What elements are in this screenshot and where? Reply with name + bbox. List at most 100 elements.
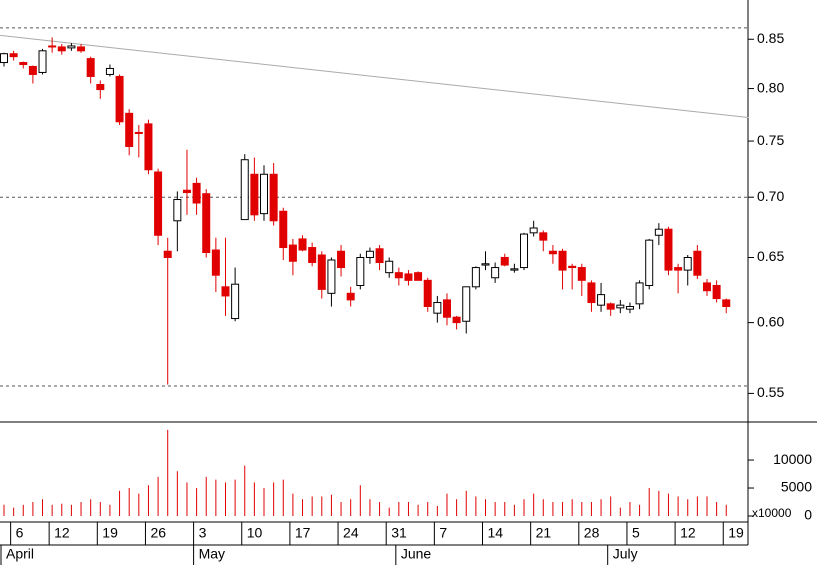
candle-body: [683, 256, 692, 271]
candle-body: [182, 189, 191, 194]
month-label: April: [6, 546, 34, 562]
candle-body: [712, 285, 721, 300]
candle-body: [96, 84, 105, 91]
month-label: June: [401, 546, 432, 562]
candle-body: [269, 173, 278, 222]
x-tick-label: 7: [439, 525, 447, 541]
candle-body: [500, 256, 509, 266]
y-tick-label: 0.55: [757, 384, 784, 400]
x-tick-label: 10: [247, 525, 263, 541]
candle-body: [606, 303, 615, 310]
volume-tick-label: 5000: [781, 479, 812, 495]
candle-body: [38, 50, 47, 73]
y-tick-label: 0.80: [757, 79, 784, 95]
candle-body: [260, 173, 269, 215]
candle-body: [529, 227, 538, 234]
volume-tick-label: 0: [804, 507, 812, 523]
candle-body: [202, 193, 211, 253]
candle-body: [0, 53, 8, 64]
y-tick-label: 0.60: [757, 313, 784, 329]
candle-body: [404, 273, 413, 281]
month-label: May: [199, 546, 225, 562]
candle-body: [337, 250, 346, 269]
candle-body: [115, 75, 124, 123]
candle-body: [654, 228, 663, 236]
candle-body: [154, 171, 163, 236]
candle-body: [28, 65, 37, 75]
candle-body: [57, 46, 66, 52]
x-tick-label: 3: [199, 525, 207, 541]
candle-body: [597, 294, 606, 306]
candle-body: [577, 267, 586, 281]
x-tick-label: 12: [680, 525, 696, 541]
candle-body: [481, 263, 490, 266]
candle-body: [394, 272, 403, 279]
candle-body: [548, 250, 557, 255]
x-tick-label: 17: [295, 525, 311, 541]
y-tick-label: 0.75: [757, 132, 784, 148]
candle-body: [144, 123, 153, 171]
candle-body: [722, 299, 731, 307]
candle-body: [163, 250, 172, 258]
candle-body: [67, 45, 76, 49]
candle-body: [365, 250, 374, 258]
candle-body: [616, 304, 625, 309]
candle-body: [105, 67, 114, 75]
x-tick-label: 5: [632, 525, 640, 541]
candle-body: [433, 302, 442, 314]
candle-body: [635, 282, 644, 305]
volume-unit: x10000: [752, 506, 792, 520]
candle-body: [298, 238, 307, 251]
month-label: July: [613, 546, 638, 562]
candle-body: [231, 283, 240, 320]
y-tick-label: 0.70: [757, 188, 784, 204]
candle-body: [211, 249, 220, 276]
x-tick-label: 21: [536, 525, 552, 541]
candle-body: [9, 53, 18, 58]
candle-body: [510, 268, 519, 271]
candle-body: [491, 267, 500, 279]
candle-body: [702, 282, 711, 292]
x-tick-label: 14: [488, 525, 504, 541]
candle-body: [134, 131, 143, 135]
y-tick-label: 0.65: [757, 248, 784, 264]
candle-body: [568, 265, 577, 269]
x-tick-label: 19: [728, 525, 744, 541]
x-tick-label: 24: [343, 525, 359, 541]
candle-body: [346, 292, 355, 301]
candle-body: [462, 286, 471, 322]
x-tick-label: 28: [584, 525, 600, 541]
candle-body: [250, 173, 259, 216]
candle-body: [356, 256, 365, 287]
candle-body: [558, 250, 567, 271]
candle-body: [86, 58, 95, 77]
candle-body: [385, 260, 394, 274]
candle-body: [317, 254, 326, 290]
candle-body: [520, 233, 529, 269]
candle-body: [173, 199, 182, 222]
candle-body: [77, 46, 86, 52]
candle-body: [240, 159, 249, 221]
candle-body: [442, 299, 451, 318]
x-tick-label: 19: [102, 525, 118, 541]
candle-body: [19, 62, 28, 66]
candle-body: [288, 244, 297, 262]
candle-body: [664, 228, 673, 271]
y-tick-label: 0.85: [757, 30, 784, 46]
candle-body: [279, 210, 288, 249]
x-tick-label: 6: [16, 525, 24, 541]
candle-body: [587, 282, 596, 304]
candle-body: [414, 272, 423, 281]
candle-body: [674, 267, 683, 271]
candle-body: [452, 316, 461, 324]
x-tick-label: 12: [54, 525, 70, 541]
candle-body: [375, 248, 384, 264]
candle-body: [539, 232, 548, 241]
candle-body: [192, 182, 201, 204]
x-tick-label: 26: [150, 525, 166, 541]
candle-body: [471, 267, 480, 288]
candle-body: [221, 286, 230, 297]
trendline: [0, 34, 749, 119]
